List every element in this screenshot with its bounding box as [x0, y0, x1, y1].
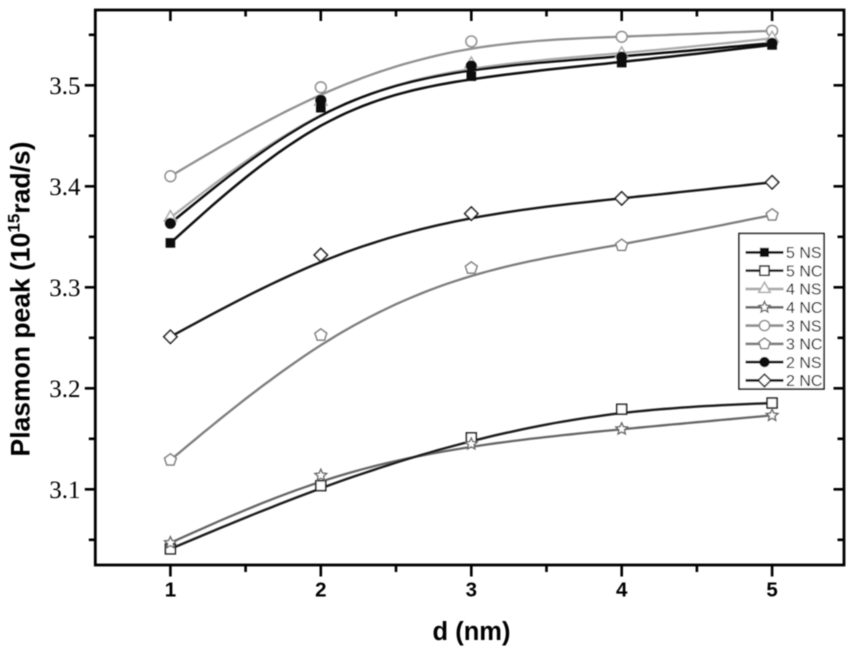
svg-text:1: 1: [165, 579, 176, 602]
svg-text:4 NC: 4 NC: [786, 300, 822, 317]
svg-text:3.3: 3.3: [49, 275, 80, 302]
svg-text:3.5: 3.5: [49, 73, 80, 100]
svg-text:5 NS: 5 NS: [786, 245, 822, 262]
svg-text:5 NC: 5 NC: [786, 263, 822, 280]
svg-text:3: 3: [466, 579, 477, 602]
svg-text:2 NC: 2 NC: [786, 373, 822, 390]
svg-text:2 NS: 2 NS: [786, 355, 822, 372]
svg-text:3 NC: 3 NC: [786, 337, 822, 354]
svg-text:3.4: 3.4: [49, 174, 81, 201]
svg-text:3.2: 3.2: [49, 376, 80, 403]
svg-text:4: 4: [616, 579, 628, 602]
svg-text:4 NS: 4 NS: [786, 282, 822, 299]
svg-text:3 NS: 3 NS: [786, 318, 822, 335]
svg-text:3.1: 3.1: [49, 477, 80, 504]
svg-text:d (nm): d (nm): [433, 618, 511, 646]
svg-text:5: 5: [766, 579, 777, 602]
svg-text:Plasmon peak (1015rad/s): Plasmon peak (1015rad/s): [5, 142, 36, 457]
svg-text:2: 2: [315, 579, 326, 602]
